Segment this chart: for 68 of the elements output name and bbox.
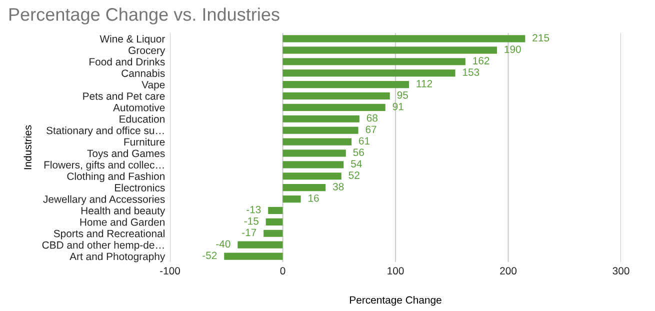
y-tick-label: Sports and Recreational	[54, 230, 164, 240]
bar	[282, 138, 352, 146]
data-label: -52	[202, 252, 217, 260]
y-tick-label: Art and Photography	[70, 252, 166, 262]
x-tick-label: 0	[280, 267, 286, 275]
data-label: 68	[366, 114, 378, 122]
data-label: 52	[348, 172, 360, 179]
x-tick-label: -100	[160, 267, 180, 275]
data-label: 54	[350, 160, 362, 168]
data-label: -15	[244, 217, 258, 225]
data-label: 215	[532, 34, 550, 42]
data-label: 38	[332, 182, 344, 190]
y-tick-label: Flowers, gifts and collec…	[44, 160, 164, 171]
bar	[238, 241, 283, 248]
data-label: 67	[366, 126, 376, 134]
bar	[282, 172, 342, 180]
bar	[282, 150, 346, 157]
data-label: 112	[416, 80, 432, 88]
y-axis-title: Industries	[24, 125, 32, 170]
y-tick-label: Automotive	[113, 104, 165, 112]
x-tick-label: 100	[388, 267, 404, 275]
data-label: 95	[397, 91, 408, 99]
data-label: -13	[246, 206, 261, 214]
y-tick-label: Electronics	[115, 184, 165, 192]
bar	[282, 126, 358, 134]
data-label: -17	[242, 228, 256, 236]
bar	[282, 195, 301, 203]
data-label: 190	[504, 46, 521, 53]
bar	[282, 115, 360, 122]
y-tick-label: Pets and Pet care	[83, 92, 165, 100]
bar	[282, 46, 497, 54]
y-tick-label: Jewellary and Accessories	[43, 195, 165, 205]
data-label: 56	[353, 148, 364, 156]
y-tick-label: Wine & Liquor	[100, 34, 165, 45]
bar	[282, 104, 386, 111]
bar	[266, 218, 283, 226]
y-tick-label: Clothing and Fashion	[67, 172, 164, 182]
y-tick-label: Vape	[142, 81, 165, 90]
data-label: 91	[392, 102, 404, 110]
bar	[282, 58, 466, 66]
data-label: 61	[359, 137, 370, 145]
x-tick-label: 200	[500, 267, 517, 275]
bar	[268, 206, 283, 214]
chart-title: Percentage Change vs. Industries	[9, 8, 280, 24]
bar	[282, 35, 526, 42]
y-tick-label: Health and beauty	[81, 206, 166, 216]
data-label: 162	[473, 57, 490, 64]
y-tick-label: Stationary and office su…	[46, 126, 164, 136]
y-tick-label: Home and Garden	[80, 218, 164, 226]
x-axis-title: Percentage Change	[350, 296, 442, 306]
bar	[282, 161, 344, 168]
y-tick-label: Education	[120, 115, 164, 123]
y-tick-label: Cannabis	[122, 69, 165, 77]
x-tick-label: 300	[612, 267, 630, 275]
y-tick-label: CBD and other hemp-de…	[42, 241, 164, 251]
bar	[224, 252, 283, 260]
y-tick-label: Grocery	[128, 46, 166, 56]
bar	[282, 80, 410, 88]
bar	[282, 92, 390, 100]
data-label: -40	[216, 240, 230, 248]
data-label: 153	[462, 68, 480, 76]
y-tick-label: Toys and Games	[87, 149, 165, 160]
bar	[282, 184, 326, 192]
data-label: 16	[308, 194, 319, 202]
y-tick-label: Food and Drinks	[90, 58, 165, 66]
y-tick-label: Furniture	[124, 138, 165, 146]
bar	[264, 230, 283, 237]
bar	[282, 70, 456, 77]
